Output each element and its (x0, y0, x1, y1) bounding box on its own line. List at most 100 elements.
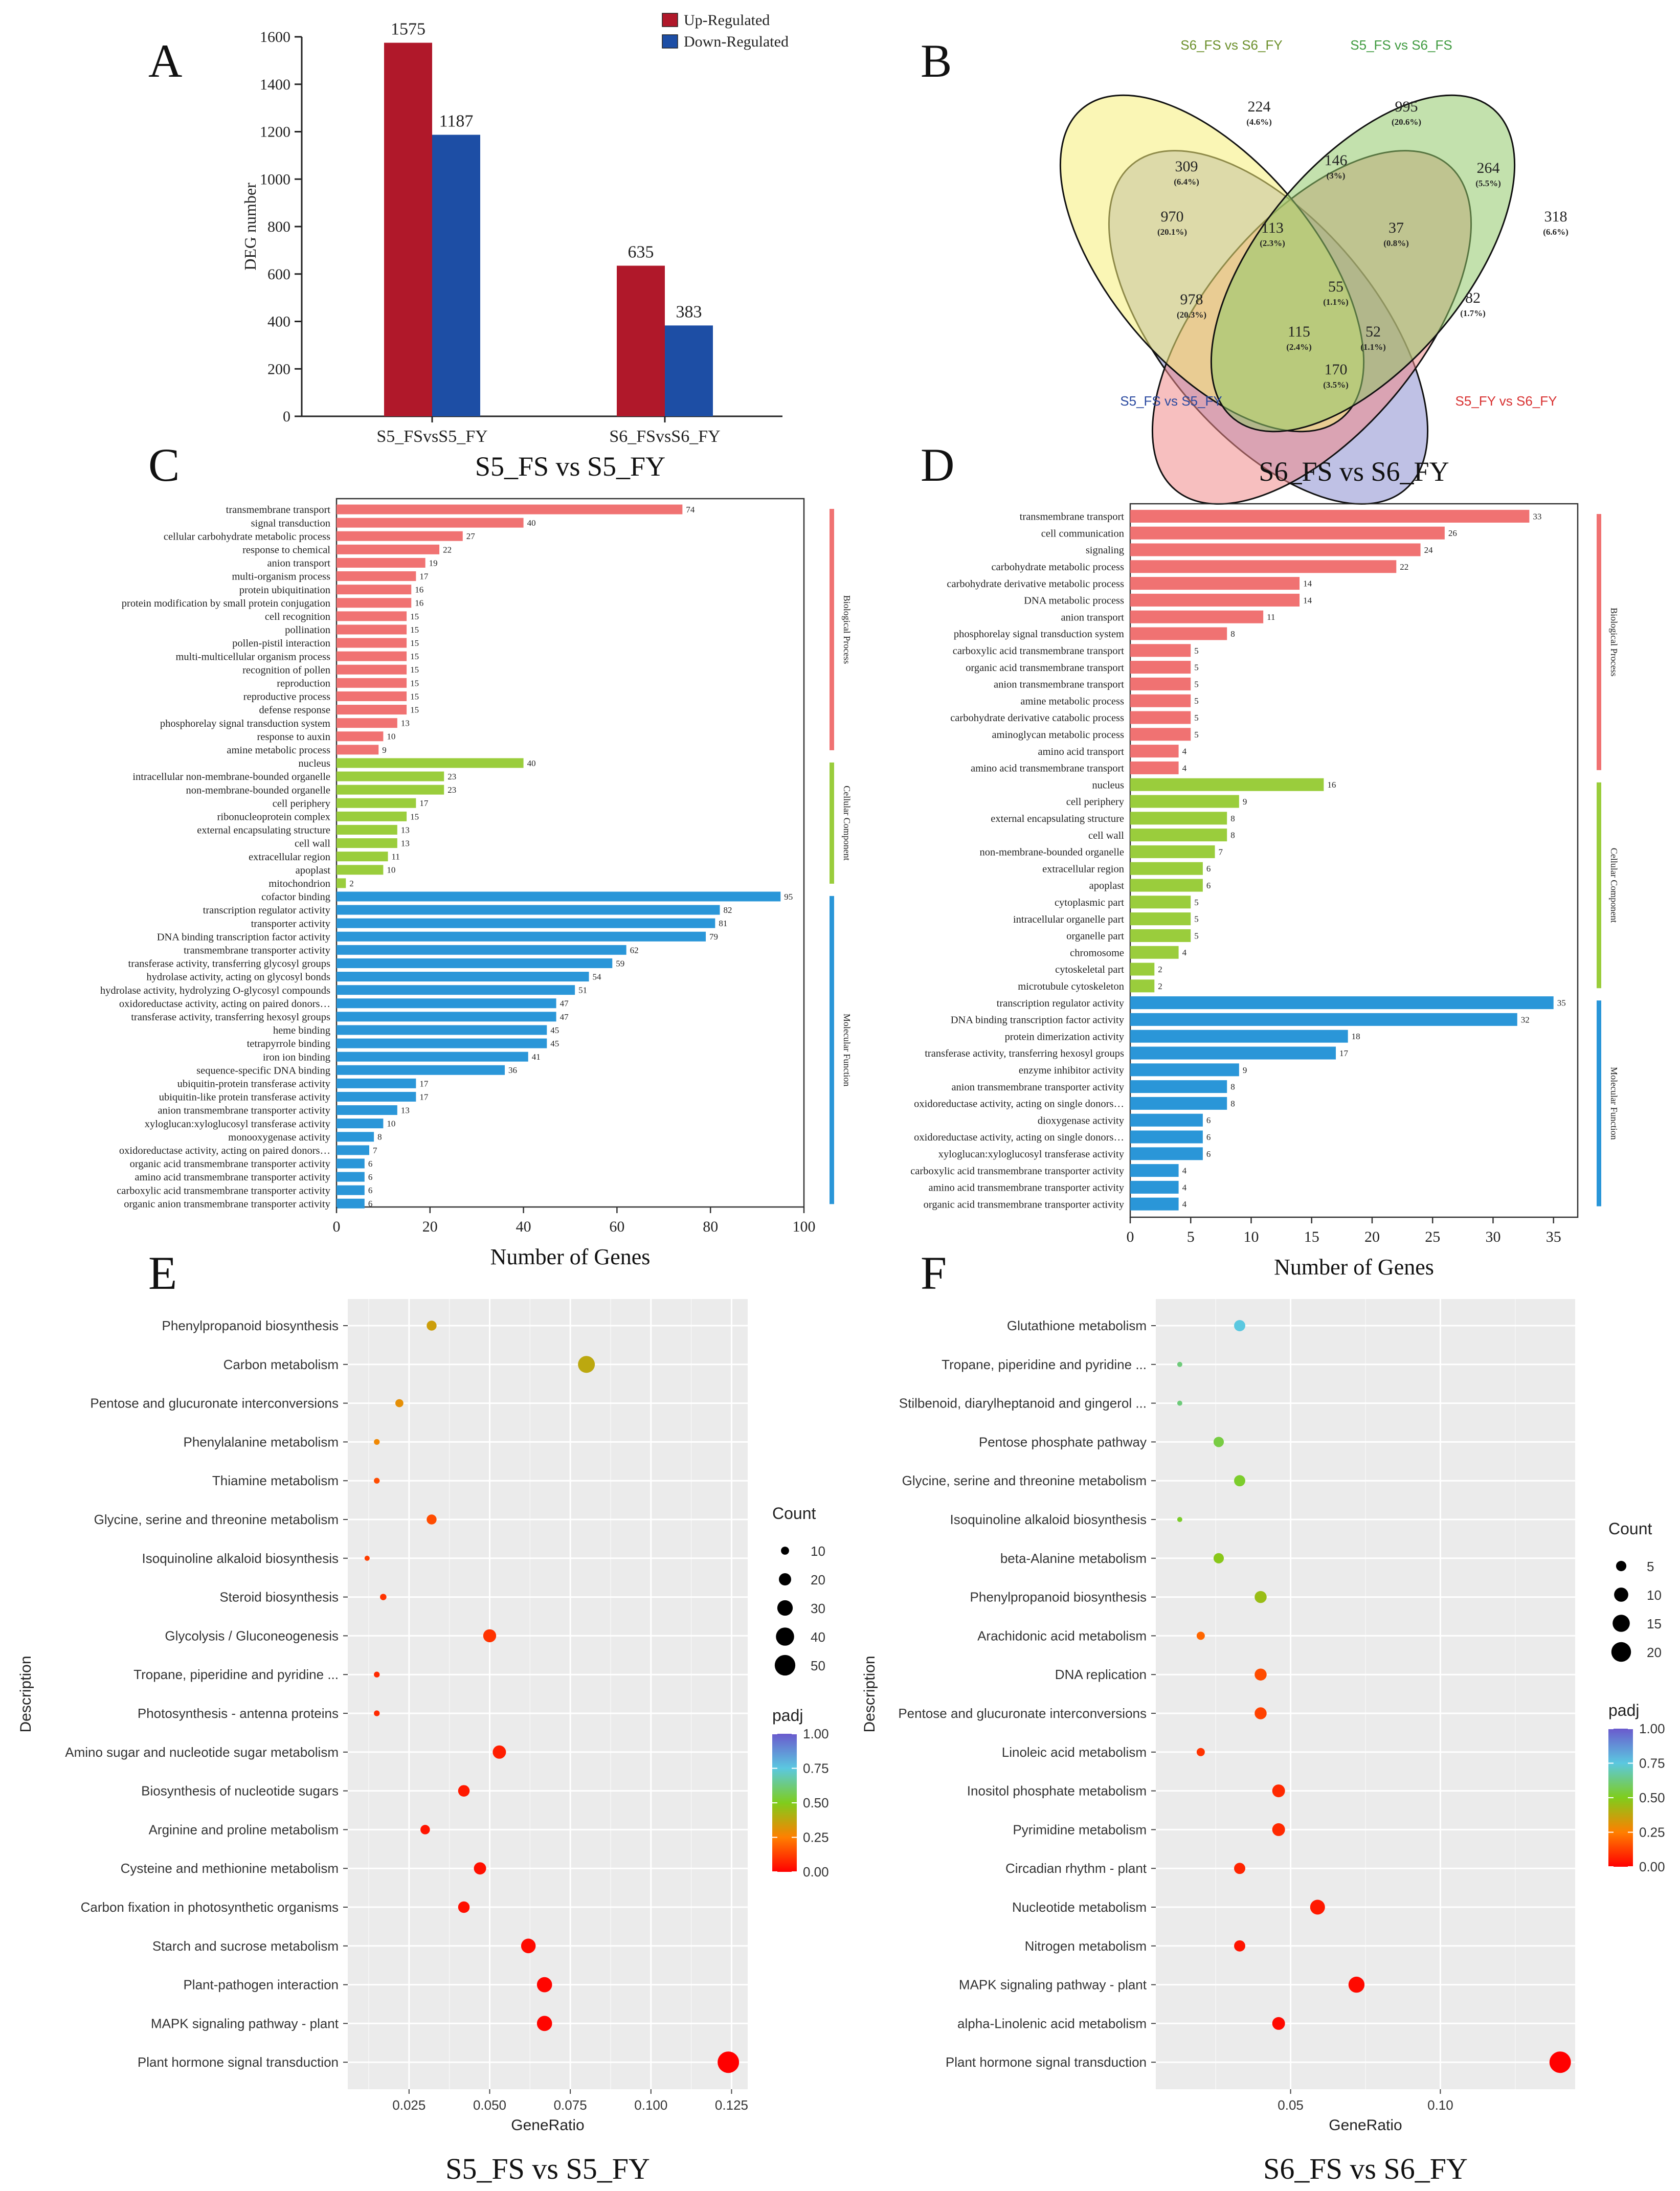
x-tick-label: 25 (1425, 1228, 1440, 1245)
bar-value-label: 22 (1400, 562, 1408, 572)
category-strip (1597, 514, 1601, 770)
bar-value-label: 26 (1448, 528, 1457, 538)
x-tick-label: 0.125 (715, 2097, 748, 2113)
bar (1130, 1197, 1179, 1211)
color-legend-title: padj (772, 1706, 803, 1725)
bar (337, 557, 425, 568)
pathway-label: Tropane, piperidine and pyridine ... (942, 1357, 1147, 1372)
bar (337, 1065, 505, 1075)
pathway-label: Pyrimidine metabolism (1013, 1822, 1147, 1837)
pathway-label: Glycine, serine and threonine metabolism (94, 1512, 339, 1527)
bar-value-label: 62 (630, 945, 639, 955)
bar (337, 771, 444, 781)
bar (1130, 912, 1191, 926)
bar-value-label: 16 (415, 598, 423, 608)
bar-value-label: 6 (1206, 864, 1211, 874)
color-legend-title: padj (1608, 1701, 1640, 1719)
venn-region-count: 146 (1325, 152, 1348, 169)
x-tick-label: 0.10 (1427, 2097, 1453, 2113)
venn-region-percent: (2.4%) (1286, 342, 1312, 352)
pathway-label: Carbon fixation in photosynthetic organi… (81, 1899, 339, 1915)
data-point (364, 1555, 370, 1561)
data-point (1177, 1517, 1182, 1522)
y-tick-label: 0 (283, 408, 290, 425)
bar-value-label: 45 (550, 1039, 559, 1048)
y-category-label: defense response (259, 705, 330, 716)
bar (337, 1132, 374, 1142)
bar (1130, 862, 1203, 875)
legend-label: Up-Regulated (684, 12, 770, 29)
bar (337, 905, 720, 915)
bar (1130, 778, 1324, 791)
y-category-label: signaling (1086, 545, 1124, 556)
category-strip-label: Biological Process (842, 595, 852, 664)
bar-value-label: 6 (1206, 1132, 1211, 1142)
bar-value-label: 6 (1206, 881, 1211, 890)
venn-region-count: 309 (1175, 158, 1198, 175)
bar-value-label: 51 (578, 986, 587, 995)
bar-value-label: 635 (628, 243, 654, 262)
y-axis-title: Description (17, 1656, 34, 1732)
bar (1130, 1030, 1348, 1043)
y-category-label: nucleus (1092, 779, 1124, 791)
x-tick-label: 80 (703, 1218, 718, 1235)
bar (337, 705, 407, 715)
bar-value-label: 15 (410, 678, 419, 688)
bar-value-label: 13 (401, 719, 410, 728)
bar (337, 598, 412, 608)
y-category-label: pollen-pistil interaction (232, 638, 330, 649)
data-point (1310, 1899, 1325, 1915)
y-category-label: extracellular region (249, 852, 330, 863)
data-point (374, 1671, 380, 1678)
y-category-label: organic acid transmembrane transporter a… (924, 1199, 1125, 1210)
data-point (1272, 1823, 1285, 1836)
bar (337, 838, 397, 848)
bar (337, 678, 407, 688)
bar (1130, 560, 1397, 573)
y-category-label: carbohydrate derivative metabolic proces… (947, 578, 1124, 590)
y-category-label: anion transport (1061, 612, 1124, 623)
bar-value-label: 14 (1303, 595, 1312, 605)
bar (337, 824, 397, 835)
bar (1130, 644, 1191, 657)
bar (337, 718, 397, 728)
bar-value-label: 6 (368, 1186, 373, 1195)
y-category-label: nucleus (298, 758, 330, 769)
colorbar-label: 1.00 (803, 1726, 829, 1741)
bar (337, 731, 384, 742)
size-legend-circle (779, 1573, 791, 1585)
pathway-label: Stilbenoid, diarylheptanoid and gingerol… (899, 1396, 1147, 1411)
bar (1130, 929, 1191, 942)
plot-panel (348, 1299, 748, 2089)
pathway-label: Arginine and proline metabolism (149, 1822, 339, 1837)
colorbar-label: 0.00 (803, 1864, 829, 1880)
bar (1130, 979, 1155, 993)
bar (1130, 1180, 1179, 1194)
y-category-label: amine metabolic process (1020, 696, 1124, 707)
bar (337, 865, 384, 875)
category-strip (830, 762, 834, 884)
y-axis-title: DEG number (241, 183, 259, 271)
bar (1130, 577, 1300, 590)
y-category-label: recognition of pollen (242, 664, 330, 676)
data-point (420, 1825, 430, 1835)
bar (337, 1198, 365, 1209)
chart-title: S5_FS vs S5_FY (475, 451, 665, 482)
bar (337, 811, 407, 821)
bar-value-label: 5 (1194, 914, 1199, 924)
bar (337, 945, 626, 955)
x-tick-label: 10 (1243, 1228, 1259, 1245)
data-point (1348, 1976, 1365, 1993)
size-legend-label: 40 (811, 1629, 825, 1645)
y-category-label: multi-multicellular organism process (175, 651, 330, 662)
venn-region-count: 170 (1325, 361, 1348, 378)
y-category-label: cell communication (1041, 528, 1124, 539)
bar-value-label: 95 (784, 892, 793, 902)
size-legend-circle (1612, 1615, 1630, 1632)
bar (337, 571, 416, 582)
bar-value-label: 15 (410, 812, 419, 821)
bar-value-label: 40 (527, 518, 536, 528)
venn-region-percent: (3.5%) (1323, 380, 1349, 390)
bar (337, 1158, 365, 1169)
bar (337, 1091, 416, 1102)
